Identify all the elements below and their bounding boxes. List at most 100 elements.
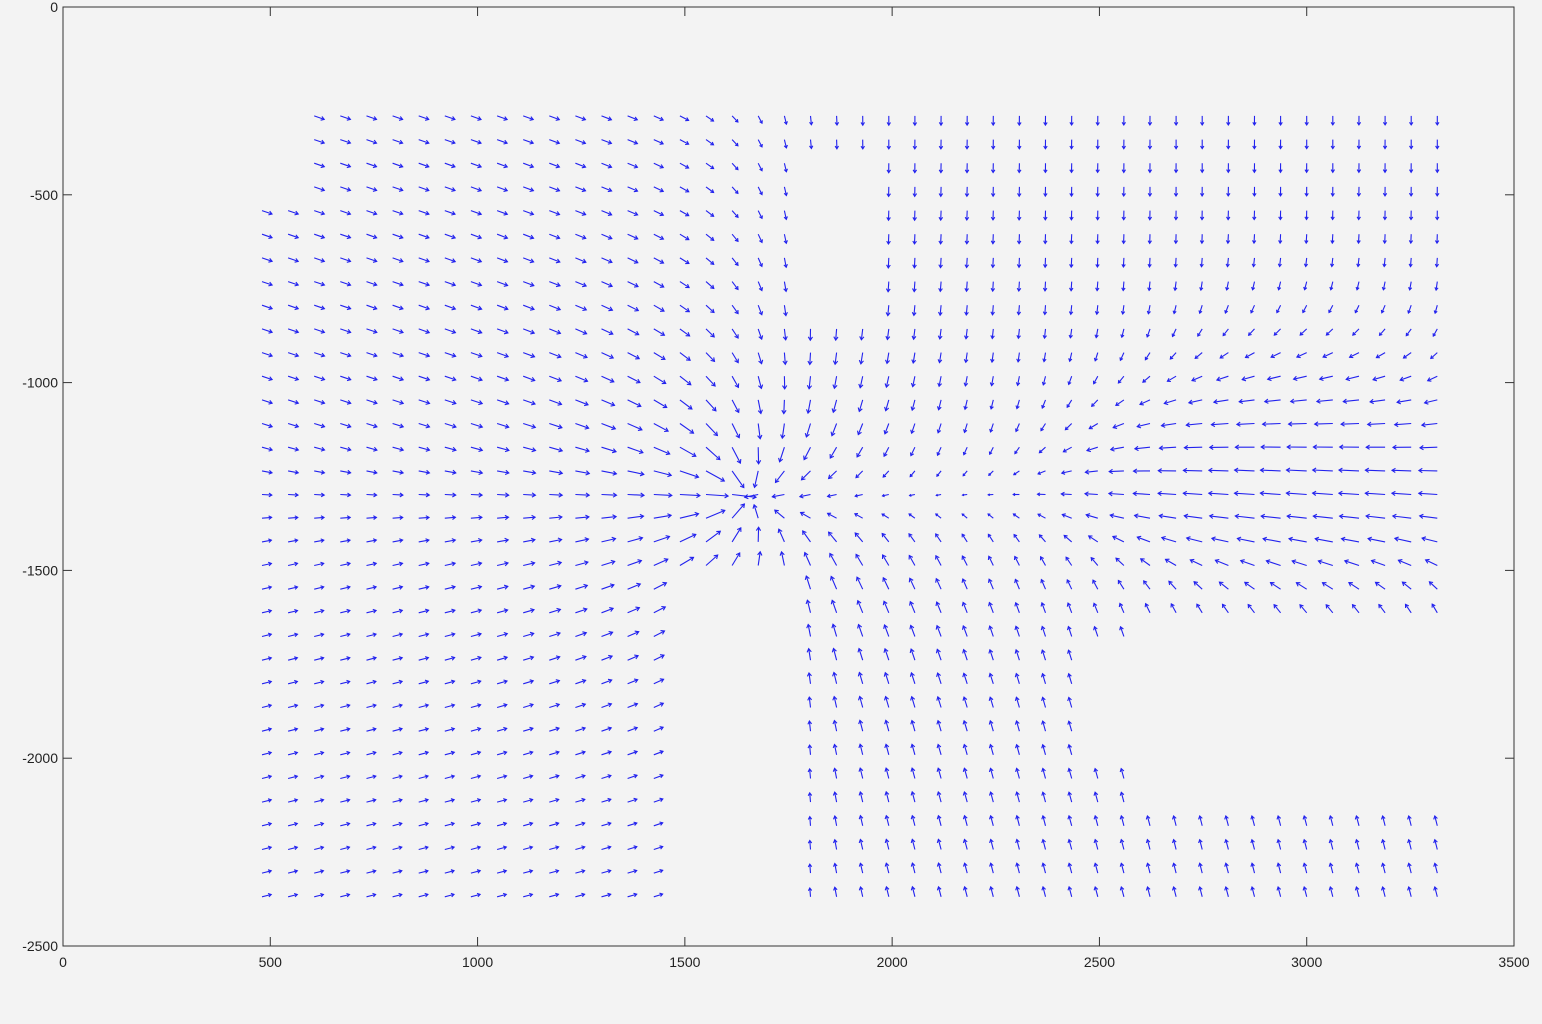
vector-arrow [314, 257, 326, 263]
vector-arrow [444, 162, 456, 169]
vector-arrow [1014, 743, 1020, 755]
vector-arrow [1434, 234, 1440, 245]
vector-arrow [832, 767, 838, 779]
vector-arrow [549, 537, 563, 543]
vector-arrow [1396, 399, 1412, 405]
vector-arrow [1252, 186, 1257, 197]
vector-arrow [470, 750, 482, 756]
vector-arrow [1199, 281, 1204, 292]
vector-arrow [884, 376, 890, 389]
vector-arrow [523, 560, 536, 567]
vector-arrow [601, 470, 618, 476]
vector-arrow [884, 743, 890, 755]
vector-arrow [989, 423, 994, 433]
vector-arrow [1042, 281, 1048, 292]
vector-arrow [627, 869, 638, 874]
vector-arrow [809, 115, 814, 126]
vector-arrow [731, 257, 739, 267]
vector-arrow [287, 422, 300, 429]
vector-arrow [1147, 186, 1153, 198]
vector-arrow [470, 821, 482, 827]
vector-arrow [418, 115, 430, 121]
vector-arrow [884, 885, 890, 897]
vector-arrow [1278, 210, 1283, 221]
y-tick-label: -2000 [22, 750, 58, 766]
vector-arrow [909, 446, 916, 457]
vector-arrow [1303, 257, 1309, 268]
vector-arrow [988, 767, 994, 779]
vector-arrow [1014, 625, 1020, 637]
vector-arrow [679, 328, 691, 337]
vector-arrow [938, 305, 943, 317]
vector-arrow [1014, 696, 1020, 708]
vector-arrow [627, 470, 645, 477]
vector-arrow [601, 821, 612, 827]
vector-arrow [1084, 469, 1098, 475]
vector-arrow [392, 352, 405, 358]
vector-arrow [783, 186, 788, 197]
vector-arrow [705, 352, 716, 363]
vector-arrow [523, 422, 537, 429]
vector-arrow [366, 281, 378, 287]
vector-arrow [1369, 398, 1386, 405]
vector-arrow [496, 798, 508, 803]
vector-arrow [496, 139, 509, 145]
vector-arrow [802, 530, 811, 543]
vector-arrow [444, 632, 456, 638]
vector-arrow [653, 328, 666, 336]
vector-arrow [314, 515, 326, 520]
vector-arrow [366, 422, 378, 429]
vector-arrow [627, 115, 639, 122]
vector-arrow [340, 727, 351, 732]
vector-arrow [287, 750, 299, 756]
vector-arrow [964, 305, 969, 317]
vector-arrow [470, 446, 484, 453]
vector-arrow [834, 139, 839, 150]
vector-arrow [1164, 558, 1177, 566]
vector-arrow [757, 257, 763, 268]
vector-arrow [1191, 375, 1203, 382]
vector-arrow [731, 552, 741, 566]
vector-arrow [858, 352, 864, 365]
vector-arrow [1435, 139, 1440, 150]
vector-arrow [575, 774, 586, 780]
vector-arrow [366, 352, 378, 358]
vector-arrow [1111, 535, 1125, 543]
vector-arrow [910, 814, 916, 826]
vector-arrow [366, 656, 378, 661]
vector-arrow [1432, 328, 1438, 338]
vector-arrow [575, 375, 589, 383]
vector-arrow [886, 139, 891, 150]
vector-arrow [1157, 490, 1177, 497]
vector-arrow [1397, 559, 1412, 567]
vector-arrow [418, 469, 431, 475]
vector-arrow [857, 695, 864, 708]
vector-arrow [807, 744, 813, 755]
vector-arrow [314, 210, 326, 216]
vector-arrow [470, 186, 483, 192]
vector-arrow [935, 577, 942, 590]
vector-arrow [1015, 423, 1020, 433]
vector-arrow [1092, 579, 1099, 590]
vector-arrow [1173, 257, 1178, 268]
vector-arrow [884, 352, 891, 365]
vector-arrow [679, 492, 701, 499]
vector-arrow [1041, 399, 1047, 409]
vector-arrow [1250, 885, 1256, 897]
vector-arrow [496, 446, 510, 453]
vector-arrow [679, 352, 691, 361]
vector-arrow [470, 608, 483, 614]
vector-arrow [1247, 603, 1255, 614]
vector-arrow [962, 767, 968, 779]
vector-arrow [1117, 579, 1125, 590]
vector-arrow [1408, 234, 1414, 245]
vector-arrow [1157, 468, 1177, 474]
vector-arrow [1372, 375, 1386, 382]
vector-arrow [1199, 234, 1205, 245]
vector-arrow [990, 234, 996, 245]
vector-arrow [1041, 743, 1047, 755]
vector-arrow [860, 139, 865, 150]
vector-arrow [1370, 559, 1386, 567]
vector-arrow [881, 554, 890, 566]
vector-arrow [1215, 375, 1229, 382]
